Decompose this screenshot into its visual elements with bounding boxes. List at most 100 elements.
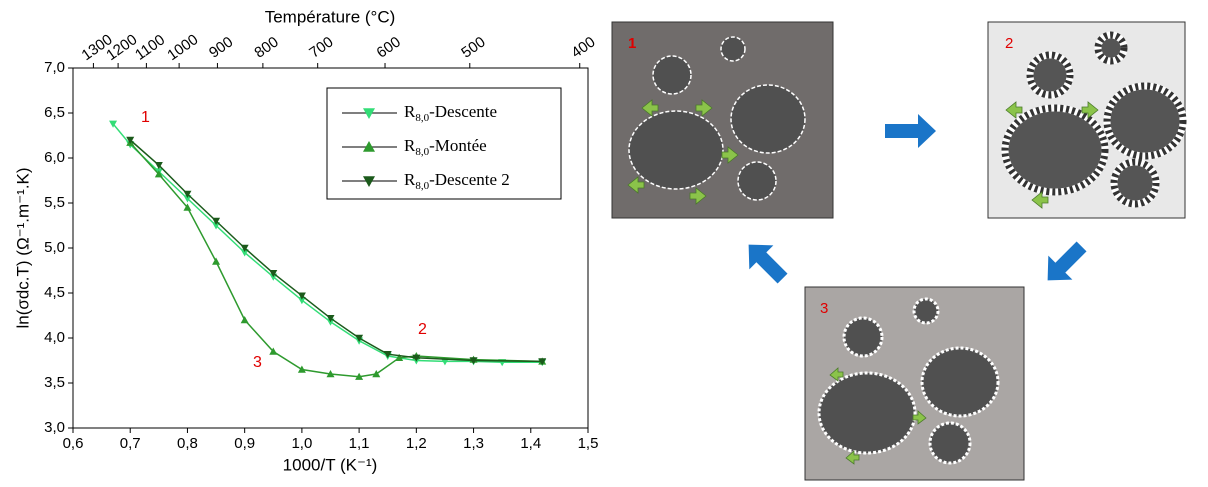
small-arrow xyxy=(641,99,659,117)
x2-axis-title: Température (°C) xyxy=(265,7,396,26)
x-tick-label: 1,0 xyxy=(291,435,312,452)
grain xyxy=(842,316,884,358)
x2-tick-label: 800 xyxy=(251,33,281,61)
x-axis-title: 1000/T (K⁻¹) xyxy=(283,455,378,474)
flow-arrow xyxy=(748,244,788,284)
marker xyxy=(326,370,335,378)
marker xyxy=(269,270,278,278)
arrows-green xyxy=(1005,101,1099,209)
marker xyxy=(109,120,118,128)
marker xyxy=(440,358,449,366)
x2-tick-label: 400 xyxy=(568,33,598,61)
small-arrow xyxy=(912,410,927,425)
grain xyxy=(652,55,692,95)
x-tick-label: 1,1 xyxy=(349,435,370,452)
panel-label: 3 xyxy=(820,300,828,317)
flow-arrow xyxy=(885,114,936,148)
marker xyxy=(240,244,249,252)
marker xyxy=(355,334,364,342)
x2-tick-label: 1100 xyxy=(132,31,168,63)
marker xyxy=(297,297,306,305)
y-tick-label: 7,0 xyxy=(44,59,65,76)
x-tick-label: 1,4 xyxy=(520,435,541,452)
marker xyxy=(383,351,392,359)
y-tick-label: 4,0 xyxy=(44,329,65,346)
x-tick-label: 1,2 xyxy=(406,435,427,452)
border xyxy=(1094,31,1128,65)
marker xyxy=(212,217,221,225)
grain xyxy=(920,346,1000,418)
grain xyxy=(628,110,724,190)
x-tick-label: 0,9 xyxy=(234,435,255,452)
flow-arrow xyxy=(1047,241,1087,281)
y-tick-label: 4,5 xyxy=(44,284,65,301)
x-tick-label: 0,6 xyxy=(63,435,84,452)
y-axis-title: ln(σdc.T) (Ω⁻¹.m⁻¹.K) xyxy=(13,167,32,328)
marker xyxy=(240,316,249,324)
y-tick-label: 6,5 xyxy=(44,104,65,121)
legend-marker xyxy=(363,108,375,119)
arrows-green xyxy=(829,367,927,465)
small-arrow xyxy=(1031,191,1049,209)
marker xyxy=(395,353,404,361)
marker xyxy=(126,136,135,144)
marker xyxy=(212,257,221,265)
x-tick-label: 1,5 xyxy=(578,435,599,452)
marker xyxy=(183,190,192,198)
border xyxy=(1026,51,1074,99)
marker xyxy=(240,249,249,257)
panel-label: 2 xyxy=(1005,35,1013,52)
x-tick-label: 1,3 xyxy=(463,435,484,452)
marker xyxy=(326,315,335,323)
marker xyxy=(269,347,278,355)
grains xyxy=(628,36,806,201)
grain xyxy=(817,371,917,455)
grains xyxy=(817,297,1000,465)
small-arrow xyxy=(1081,101,1099,119)
x2-tick-label: 600 xyxy=(374,33,404,61)
series-line xyxy=(112,123,543,364)
x-tick-label: 0,7 xyxy=(120,435,141,452)
x-tick-label: 0,8 xyxy=(177,435,198,452)
legend-label: R8,0-Descente 2 xyxy=(404,170,510,192)
grain xyxy=(912,297,940,325)
x2-tick-label: 1000 xyxy=(164,31,201,64)
border xyxy=(1110,158,1160,208)
small-arrow xyxy=(695,99,713,117)
x2-tick-label: 500 xyxy=(458,33,488,61)
y-tick-label: 3,0 xyxy=(44,419,65,436)
marker xyxy=(372,370,381,378)
arrows-green xyxy=(627,99,739,205)
y-tick-label: 3,5 xyxy=(44,374,65,391)
annotation: 1 xyxy=(141,109,150,126)
marker xyxy=(297,365,306,373)
marker xyxy=(154,170,163,178)
grain-borders xyxy=(1001,31,1187,208)
marker xyxy=(469,357,478,365)
marker xyxy=(154,162,163,170)
border xyxy=(1103,82,1187,160)
grain xyxy=(730,84,806,154)
marker xyxy=(355,372,364,380)
marker xyxy=(538,358,547,366)
legend-marker xyxy=(363,176,375,187)
y-tick-label: 6,0 xyxy=(44,149,65,166)
small-arrow xyxy=(845,450,860,465)
small-arrow xyxy=(721,146,739,164)
y-tick-label: 5,5 xyxy=(44,194,65,211)
legend-label: R8,0-Descente xyxy=(404,102,497,124)
border xyxy=(1001,104,1109,196)
small-arrow xyxy=(627,176,645,194)
annotation: 2 xyxy=(418,321,427,338)
legend-marker xyxy=(363,141,375,152)
panel-label: 1 xyxy=(628,35,636,52)
small-arrow xyxy=(689,187,707,205)
small-arrow xyxy=(1005,101,1023,119)
marker xyxy=(412,354,421,362)
marker xyxy=(183,195,192,203)
annotation: 3 xyxy=(253,354,262,371)
marker xyxy=(212,222,221,230)
x2-tick-label: 700 xyxy=(306,33,336,61)
